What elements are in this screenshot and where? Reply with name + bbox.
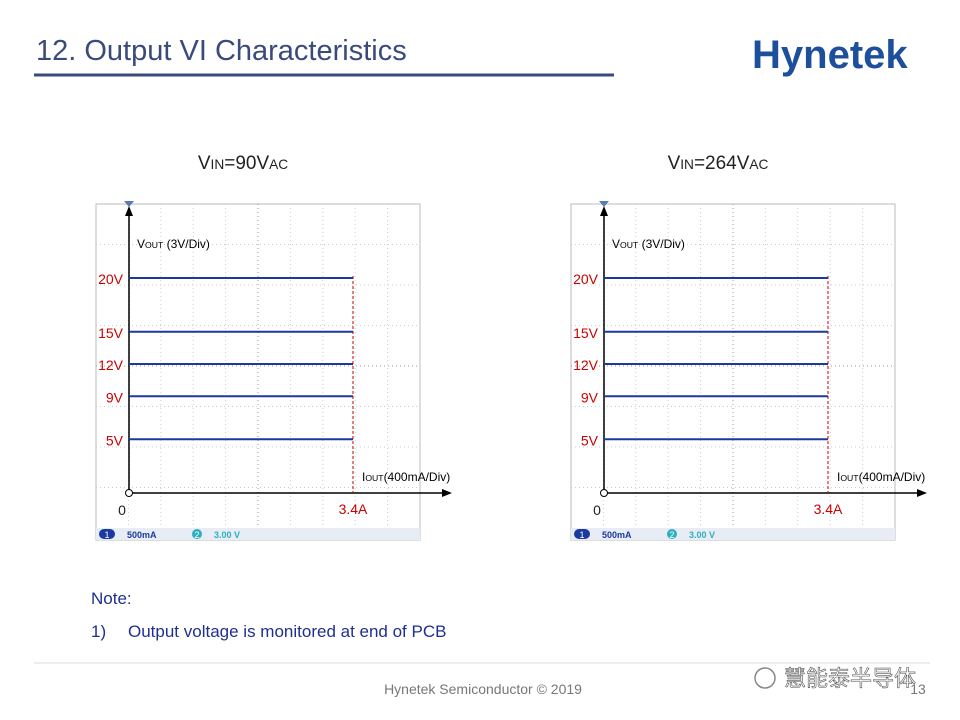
current-limit-label: 3.4A <box>339 501 368 517</box>
wechat-icon <box>754 667 776 689</box>
slide-title: 12. Output VI Characteristics <box>36 35 407 67</box>
text-part: I <box>362 470 365 484</box>
channel-scale: 500mA <box>127 530 157 540</box>
note-text: Output voltage is monitored at end of PC… <box>128 622 446 641</box>
y-arrow <box>125 206 133 216</box>
current-limit-label: 3.4A <box>814 501 843 517</box>
channel-scale: 500mA <box>602 530 632 540</box>
origin <box>125 489 133 497</box>
channel-scale: 3.00 V <box>214 530 240 540</box>
voltage-label: 20V <box>573 271 599 287</box>
text-part: V <box>612 237 620 251</box>
subscript: IN <box>680 157 694 172</box>
text-part: V <box>198 153 211 174</box>
voltage-label: 9V <box>106 389 124 405</box>
text-part: V <box>668 153 681 174</box>
note-number: 1) <box>91 622 106 641</box>
x-axis-label: IOUT(400mA/Div) <box>837 470 925 484</box>
trigger-marker <box>599 201 609 207</box>
channel-number: 2 <box>194 530 199 540</box>
plot-title: VIN=90VAC <box>198 153 288 174</box>
voltage-label: 5V <box>581 432 599 448</box>
voltage-label: 12V <box>573 357 599 373</box>
voltage-label: 20V <box>98 271 124 287</box>
logo: Hynetek <box>752 33 908 77</box>
origin <box>600 489 608 497</box>
text-part: (3V/Div) <box>638 237 685 251</box>
channel-badge <box>574 529 590 539</box>
subscript: OUT <box>145 240 164 250</box>
note-heading: Note: <box>91 589 132 608</box>
text-part: I <box>837 470 840 484</box>
text-part: (3V/Div) <box>163 237 210 251</box>
channel-number: 1 <box>579 530 584 540</box>
subscript: OUT <box>620 240 639 250</box>
subscript: IN <box>211 157 225 172</box>
subscript: OUT <box>840 473 859 483</box>
status-bar <box>571 528 895 540</box>
y-arrow <box>600 206 608 216</box>
x-arrow <box>442 489 452 497</box>
voltage-label: 9V <box>581 389 599 405</box>
trigger-marker <box>124 201 134 207</box>
plot-title: VIN=264VAC <box>668 153 769 174</box>
voltage-label: 12V <box>98 357 124 373</box>
voltage-label: 15V <box>573 325 599 341</box>
page-number: 13 <box>910 681 926 697</box>
watermark: 慧能泰半导体 <box>784 666 916 691</box>
text-part: =264V <box>694 153 750 174</box>
footer-company: Hynetek Semiconductor © 2019 <box>384 681 582 697</box>
voltage-label: 15V <box>98 325 124 341</box>
status-bar <box>96 528 420 540</box>
channel-badge <box>99 529 115 539</box>
subscript: AC <box>749 157 768 172</box>
text-part: =90V <box>224 153 269 174</box>
channel-number: 2 <box>669 530 674 540</box>
x-axis-label: IOUT(400mA/Div) <box>362 470 450 484</box>
channel-badge <box>667 529 677 539</box>
text-part: V <box>137 237 145 251</box>
voltage-label: 5V <box>106 432 124 448</box>
channel-number: 1 <box>104 530 109 540</box>
y-axis-label: VOUT (3V/Div) <box>612 237 685 251</box>
subscript: OUT <box>365 473 384 483</box>
y-axis-label: VOUT (3V/Div) <box>137 237 210 251</box>
subscript: AC <box>269 157 288 172</box>
channel-badge <box>192 529 202 539</box>
x-arrow <box>917 489 927 497</box>
text-part: (400mA/Div) <box>384 470 451 484</box>
channel-scale: 3.00 V <box>689 530 715 540</box>
text-part: (400mA/Div) <box>859 470 926 484</box>
origin-label: 0 <box>593 502 601 518</box>
origin-label: 0 <box>118 502 126 518</box>
